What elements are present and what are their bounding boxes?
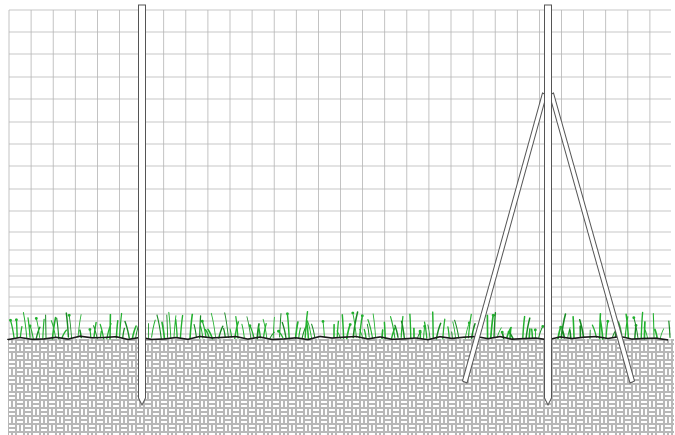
corner-post — [544, 4, 552, 407]
right-brace — [548, 92, 636, 384]
mesh-vertical-wires — [8, 10, 651, 340]
ground-line — [7, 335, 669, 341]
line-post — [138, 4, 146, 407]
grass-strip — [9, 310, 671, 340]
soil-ground — [8, 339, 674, 435]
corner-post-assembly — [461, 4, 636, 407]
